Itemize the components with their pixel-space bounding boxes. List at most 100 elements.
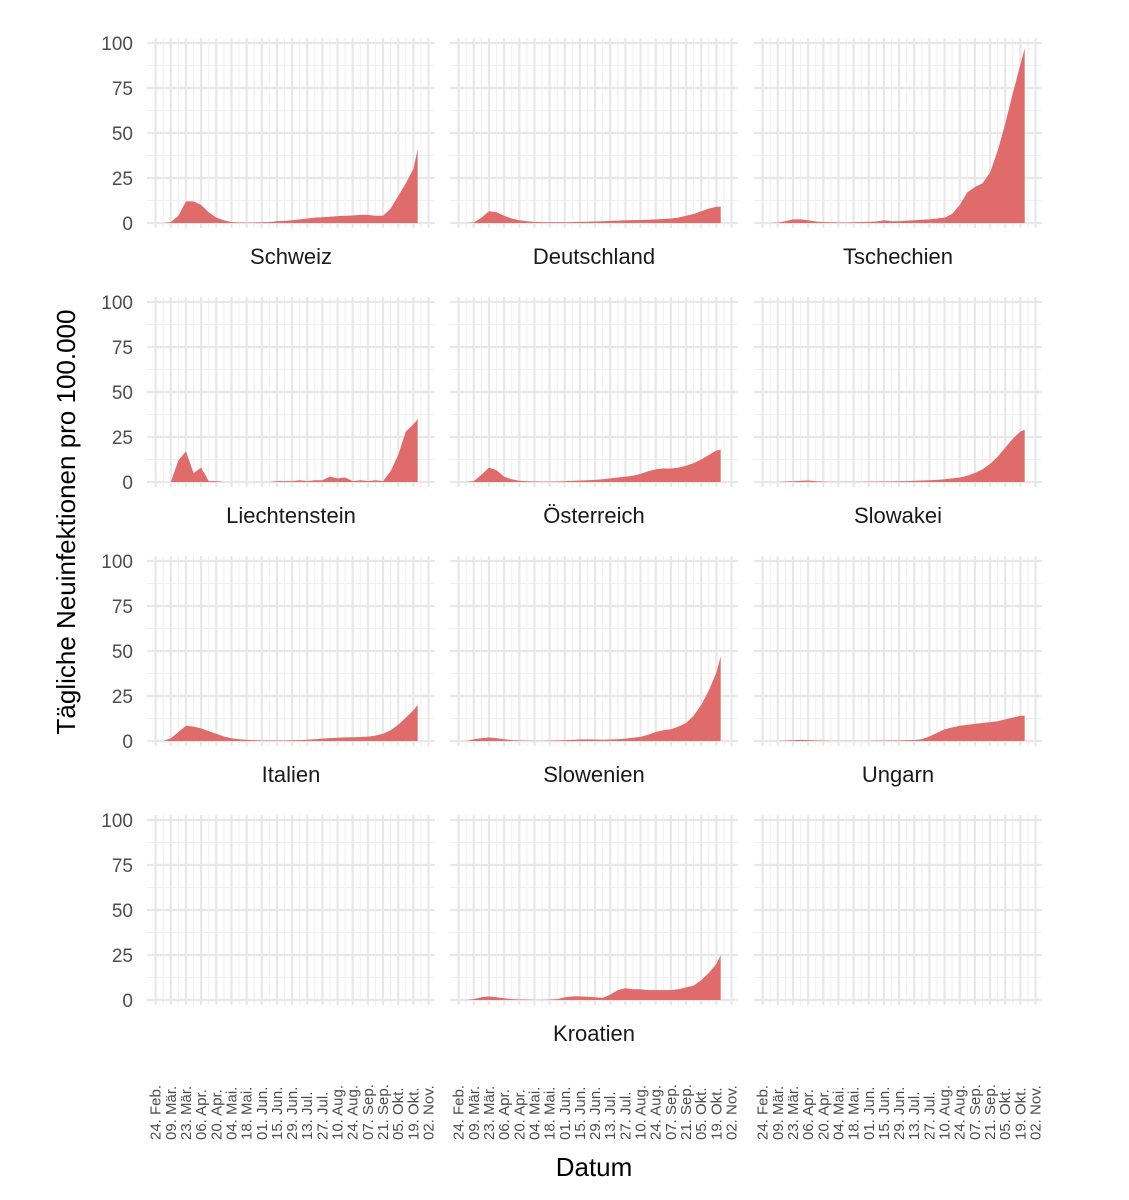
x-axis-labels: 24. Feb.09. Mär.23. Mär.06. Apr.20. Apr.… <box>148 1084 438 1140</box>
y-tick-label: 0 <box>122 214 133 235</box>
x-tick-label: 20. Apr. <box>208 1089 225 1140</box>
x-tick-label: 06. Apr. <box>800 1089 817 1140</box>
y-tick-label: 75 <box>112 338 133 359</box>
y-tick-label: 75 <box>112 79 133 100</box>
y-axis-title: Tägliche Neuinfektionen pro 100.000 <box>51 310 81 735</box>
y-tick-label: 100 <box>101 293 133 314</box>
facet-label: Ungarn <box>862 762 934 787</box>
facet-label: Deutschland <box>533 244 655 269</box>
x-tick-label: 19. Okt. <box>708 1087 725 1140</box>
x-tick-label: 01. Jun. <box>557 1087 574 1140</box>
x-tick-label: 10. Aug. <box>330 1085 347 1140</box>
y-tick-label: 75 <box>112 856 133 877</box>
x-tick-label: 15. Jun. <box>876 1087 893 1140</box>
x-tick-label: 24. Aug. <box>648 1085 665 1140</box>
facet-panel-deutschland: Deutschland <box>450 38 738 269</box>
y-tick-label: 50 <box>112 383 133 404</box>
x-tick-label: 21. Sep. <box>982 1084 999 1140</box>
y-tick-label: 50 <box>112 642 133 663</box>
x-tick-label: 04. Mai. <box>223 1087 240 1140</box>
x-tick-label: 19. Okt. <box>1012 1087 1029 1140</box>
facet-panel-schweiz: 0 25 50 75 100 Schweiz <box>101 34 435 269</box>
x-tick-label: 20. Apr. <box>815 1089 832 1140</box>
x-tick-label: 05. Okt. <box>997 1087 1014 1140</box>
x-axis-labels: 24. Feb.09. Mär.23. Mär.06. Apr.20. Apr.… <box>451 1084 741 1140</box>
x-tick-label: 27. Jul. <box>921 1092 938 1140</box>
facet-panel-empty: 0 25 50 75 100 <box>101 811 435 1012</box>
facet-panel-ungarn: Ungarn <box>754 556 1042 787</box>
y-tick-label: 25 <box>112 169 133 190</box>
x-tick-label: 24. Feb. <box>451 1085 468 1140</box>
y-tick-label: 0 <box>122 991 133 1012</box>
area-series-liechtenstein <box>155 419 418 482</box>
x-tick-label: 06. Apr. <box>193 1089 210 1140</box>
x-tick-label: 21. Sep. <box>678 1084 695 1140</box>
y-tick-label: 25 <box>112 428 133 449</box>
x-tick-label: 09. Mär. <box>770 1086 787 1140</box>
y-tick-label: 25 <box>112 946 133 967</box>
x-tick-label: 23. Mär. <box>481 1086 498 1140</box>
x-tick-label: 02. Nov. <box>724 1085 741 1140</box>
x-tick-label: 13. Jul. <box>299 1092 316 1140</box>
x-tick-label: 21. Sep. <box>375 1084 392 1140</box>
x-tick-label: 15. Jun. <box>269 1087 286 1140</box>
facet-label: Schweiz <box>250 244 332 269</box>
area-series-kroatien <box>458 955 721 1000</box>
x-tick-label: 18. Mai. <box>542 1087 559 1140</box>
y-tick-label: 100 <box>101 34 133 55</box>
x-tick-label: 10. Aug. <box>633 1085 650 1140</box>
x-tick-label: 01. Jun. <box>861 1087 878 1140</box>
y-tick-label: 0 <box>122 732 133 753</box>
facet-panel-slowakei: Slowakei <box>754 297 1042 528</box>
y-tick-label: 100 <box>101 811 133 832</box>
facet-panel-kroatien: Kroatien <box>450 815 738 1046</box>
area-series-slowakei <box>762 429 1025 482</box>
x-tick-label: 13. Jul. <box>602 1092 619 1140</box>
facet-label: Slowakei <box>854 503 942 528</box>
x-tick-label: 19. Okt. <box>405 1087 422 1140</box>
x-tick-label: 27. Jul. <box>617 1092 634 1140</box>
facet-panel-tschechien: Tschechien <box>754 38 1042 269</box>
area-series-italien <box>155 705 418 741</box>
x-tick-label: 18. Mai. <box>239 1087 256 1140</box>
x-tick-label: 15. Jun. <box>572 1087 589 1140</box>
x-tick-label: 23. Mär. <box>178 1086 195 1140</box>
x-tick-label: 29. Jun. <box>891 1087 908 1140</box>
y-tick-label: 100 <box>101 552 133 573</box>
y-tick-label: 25 <box>112 687 133 708</box>
x-tick-label: 27. Jul. <box>314 1092 331 1140</box>
x-tick-label: 20. Apr. <box>511 1089 528 1140</box>
facet-panel-oesterreich: Österreich <box>450 297 738 528</box>
facet-panel-slowenien: Slowenien <box>450 556 738 787</box>
x-tick-label: 24. Feb. <box>755 1085 772 1140</box>
x-tick-label: 23. Mär. <box>785 1086 802 1140</box>
facet-panel-italien: 0 25 50 75 100 Italien <box>101 552 435 787</box>
x-axis-title: Datum <box>556 1152 633 1182</box>
x-tick-label: 04. Mai. <box>830 1087 847 1140</box>
area-series-schweiz <box>155 149 418 223</box>
area-series-deutschland <box>458 206 721 223</box>
facet-label: Liechtenstein <box>226 503 356 528</box>
x-tick-label: 24. Aug. <box>345 1085 362 1140</box>
x-tick-label: 24. Feb. <box>148 1085 165 1140</box>
x-tick-label: 02. Nov. <box>421 1085 438 1140</box>
x-tick-label: 06. Apr. <box>496 1089 513 1140</box>
x-tick-label: 07. Sep. <box>360 1084 377 1140</box>
area-series-tschechien <box>762 48 1025 224</box>
x-tick-label: 02. Nov. <box>1028 1085 1045 1140</box>
facet-panel-empty <box>754 815 1042 1005</box>
x-tick-label: 24. Aug. <box>952 1085 969 1140</box>
x-tick-label: 07. Sep. <box>967 1084 984 1140</box>
x-tick-label: 05. Okt. <box>390 1087 407 1140</box>
facet-label: Kroatien <box>553 1021 635 1046</box>
area-series-ungarn <box>762 715 1025 741</box>
area-series-oesterreich <box>458 449 721 482</box>
x-tick-label: 09. Mär. <box>466 1086 483 1140</box>
y-tick-label: 50 <box>112 901 133 922</box>
y-tick-label: 50 <box>112 124 133 145</box>
x-tick-label: 18. Mai. <box>846 1087 863 1140</box>
x-tick-label: 01. Jun. <box>254 1087 271 1140</box>
facet-label: Tschechien <box>843 244 953 269</box>
y-tick-label: 75 <box>112 597 133 618</box>
